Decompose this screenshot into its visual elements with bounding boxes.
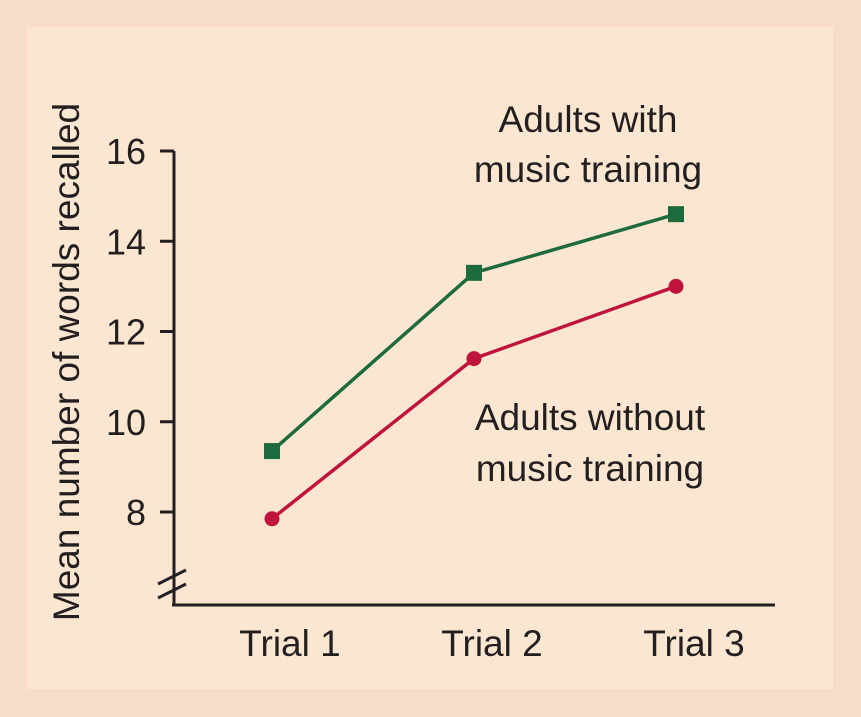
- series-label-line: Adults without: [475, 397, 706, 438]
- series-label: Adults without music training: [475, 397, 706, 489]
- x-tick-label: Trial 3: [643, 623, 744, 664]
- data-point: [264, 511, 280, 527]
- axis-break-mark: [157, 582, 187, 600]
- y-tick-label: 14: [106, 221, 146, 262]
- x-tick-label: Trial 2: [441, 623, 542, 664]
- data-point: [668, 278, 684, 294]
- data-point: [466, 264, 482, 281]
- series-label-line: Adults with: [499, 99, 678, 140]
- data-point: [264, 443, 280, 460]
- y-tick-label: 12: [106, 312, 146, 353]
- series-label-line: music training: [476, 448, 704, 489]
- data-point: [466, 351, 482, 367]
- series-label: Adults with music training: [474, 99, 702, 190]
- y-tick-label: 10: [106, 402, 146, 443]
- series-label-line: music training: [474, 149, 702, 190]
- chart-panel: [27, 27, 833, 689]
- y-tick-label: 16: [106, 131, 146, 172]
- y-tick-label: 8: [126, 492, 146, 533]
- data-point: [668, 206, 684, 223]
- x-tick-label: Trial 1: [239, 623, 340, 664]
- y-axis-label: Mean number of words recalled: [46, 103, 87, 621]
- axis-break-mark: [157, 568, 187, 586]
